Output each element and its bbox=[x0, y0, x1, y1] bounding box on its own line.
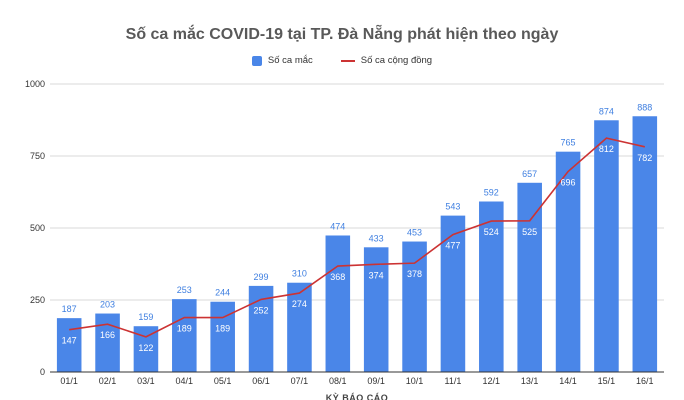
line-value-label: 189 bbox=[177, 324, 192, 334]
x-tick-label: 14/1 bbox=[559, 376, 577, 386]
legend-item-line: Số ca cộng đồng bbox=[340, 55, 433, 66]
bar-value-label: 159 bbox=[138, 312, 153, 322]
bar bbox=[632, 116, 658, 372]
bar bbox=[517, 182, 542, 372]
legend: Số ca mắc Số ca cộng đồng bbox=[0, 55, 684, 66]
chart-title: Số ca mắc COVID-19 tại TP. Đà Nẵng phát … bbox=[125, 26, 559, 43]
bar bbox=[172, 299, 197, 372]
x-axis-title: KỲ BÁO CÁO bbox=[326, 392, 389, 400]
bar-value-label: 592 bbox=[484, 188, 499, 198]
bar-value-label: 244 bbox=[215, 288, 230, 298]
bar-value-label: 310 bbox=[292, 269, 307, 279]
bar-value-label: 657 bbox=[522, 169, 537, 179]
x-tick-label: 10/1 bbox=[406, 376, 424, 386]
data-labels: 187 203 159 253 244 299 310 474 433 453 543 592 657 7… bbox=[62, 102, 653, 353]
bar bbox=[479, 201, 504, 372]
legend-label-line: Số ca cộng đồng bbox=[360, 55, 433, 66]
line-value-label: 122 bbox=[138, 343, 153, 353]
x-tick-label: 13/1 bbox=[521, 376, 539, 386]
line-value-label: 524 bbox=[484, 227, 499, 237]
bar bbox=[287, 282, 312, 372]
legend-swatch-bars bbox=[251, 55, 262, 66]
bar-value-label: 888 bbox=[637, 102, 652, 112]
legend-item-bars: Số ca mắc bbox=[251, 55, 313, 66]
bar bbox=[440, 215, 466, 372]
line-value-label: 525 bbox=[522, 227, 537, 237]
line-value-label: 477 bbox=[445, 241, 460, 251]
bar bbox=[95, 313, 120, 372]
x-tick-label: 07/1 bbox=[291, 376, 309, 386]
x-tick-label: 01/1 bbox=[60, 376, 78, 386]
bar-value-label: 253 bbox=[177, 285, 192, 295]
bar bbox=[56, 318, 82, 372]
x-tick-label: 12/1 bbox=[483, 376, 501, 386]
bar-value-label: 543 bbox=[445, 202, 460, 212]
x-tick-label: 06/1 bbox=[252, 376, 270, 386]
line-value-label: 374 bbox=[369, 270, 384, 280]
axes: 0 250 500 750 1000 01/1 02/1 03/1 04/1 05/1 06/1 07… bbox=[25, 79, 664, 400]
bar-value-label: 187 bbox=[62, 304, 77, 314]
line-value-label: 166 bbox=[100, 330, 115, 340]
line-value-label: 274 bbox=[292, 299, 307, 309]
line-value-label: 368 bbox=[330, 272, 345, 282]
community-line bbox=[69, 137, 645, 338]
bar bbox=[594, 120, 619, 373]
line-value-label: 147 bbox=[62, 336, 77, 346]
y-tick-label: 1000 bbox=[25, 79, 45, 89]
legend-swatch-line bbox=[340, 59, 355, 62]
x-tick-label: 16/1 bbox=[636, 376, 654, 386]
y-tick-label: 0 bbox=[40, 367, 45, 377]
bar bbox=[210, 301, 235, 372]
line-value-label: 782 bbox=[637, 153, 652, 163]
line-value-label: 252 bbox=[254, 305, 269, 315]
line-value-label: 189 bbox=[215, 324, 230, 334]
line-value-label: 812 bbox=[599, 144, 614, 154]
bar-value-label: 203 bbox=[100, 300, 115, 310]
bar-value-label: 765 bbox=[561, 138, 576, 148]
x-tick-label: 05/1 bbox=[214, 376, 232, 386]
line-value-label: 696 bbox=[561, 178, 576, 188]
y-tick-label: 500 bbox=[30, 223, 45, 233]
community-line-path bbox=[69, 137, 645, 338]
y-tick-label: 750 bbox=[30, 151, 45, 161]
bar bbox=[363, 247, 389, 372]
bars bbox=[56, 116, 658, 373]
bar-value-label: 433 bbox=[369, 233, 384, 243]
bar bbox=[325, 235, 351, 372]
legend-label-bars: Số ca mắc bbox=[267, 55, 313, 66]
bar-value-label: 874 bbox=[599, 106, 614, 116]
x-tick-label: 03/1 bbox=[137, 376, 155, 386]
x-tick-label: 11/1 bbox=[445, 376, 462, 386]
x-tick-label: 15/1 bbox=[598, 376, 616, 386]
bar-value-label: 453 bbox=[407, 228, 422, 238]
bar bbox=[402, 241, 427, 372]
bar-value-label: 474 bbox=[330, 221, 345, 231]
line-value-label: 378 bbox=[407, 269, 422, 279]
x-tick-label: 09/1 bbox=[367, 376, 385, 386]
x-tick-label: 02/1 bbox=[99, 376, 117, 386]
y-tick-label: 250 bbox=[30, 295, 45, 305]
bar bbox=[555, 151, 581, 372]
x-tick-label: 08/1 bbox=[329, 376, 347, 386]
bar-value-label: 299 bbox=[254, 272, 269, 282]
x-tick-label: 04/1 bbox=[176, 376, 194, 386]
